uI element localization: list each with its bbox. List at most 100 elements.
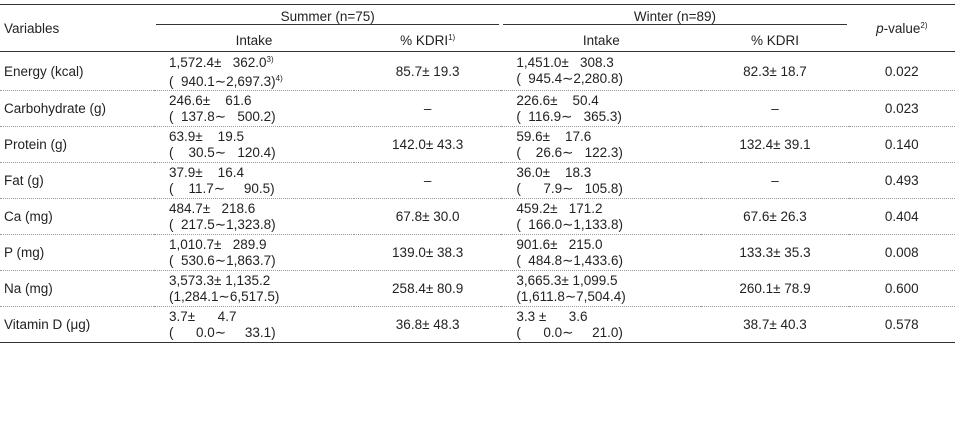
winter-intake-cell: 901.6± 215.0( 484.8∼1,433.6)	[501, 234, 702, 271]
summer-intake-value: 484.7± 218.6	[169, 201, 339, 217]
summer-intake-line: 1,010.7± 289.9	[154, 237, 354, 253]
table-row: Protein (g) 63.9± 19.5( 30.5∼ 120.4) 142.0…	[0, 126, 955, 163]
summer-intake-cell: 3,573.3± 1,135.2 (1,284.1∼6,517.5)	[154, 270, 354, 307]
winter-intake-line: 901.6± 215.0	[501, 237, 701, 253]
winter-intake-cell: 59.6± 17.6( 26.6∼ 122.3)	[501, 126, 702, 163]
winter-kdri-cell: 260.1± 78.9	[701, 270, 849, 307]
summer-intake-value: 3.7± 4.7	[169, 309, 339, 325]
summer-intake-value: ( 0.0∼ 33.1)	[169, 325, 339, 341]
pvalue-cell: 0.600	[848, 270, 955, 307]
summer-kdri-label: % KDRI	[400, 32, 449, 48]
summer-kdri-cell: –	[354, 90, 502, 127]
summer-intake-text: (1,284.1∼6,517.5)	[169, 288, 280, 304]
summer-group-label: Summer (n=75)	[156, 9, 500, 25]
winter-kdri-cell: 38.7± 40.3	[701, 306, 849, 343]
table-row: Ca (mg) 484.7± 218.6( 217.5∼1,323.8) 67.8±…	[0, 198, 955, 235]
pvalue-cell: 0.578	[848, 306, 955, 343]
summer-intake-line: (1,284.1∼6,517.5)	[154, 289, 354, 305]
winter-intake-cell: 3,665.3± 1,099.5 (1,611.8∼7,504.4)	[501, 270, 702, 307]
winter-intake-text: 36.0± 18.3	[516, 164, 592, 180]
summer-intake-line: 63.9± 19.5	[154, 129, 354, 145]
summer-intake-text: 484.7± 218.6	[169, 200, 256, 216]
summer-group-header: Summer (n=75)	[154, 4, 502, 29]
winter-intake-value: 3.3 ± 3.6	[516, 309, 686, 325]
header-row-1: Variables Summer (n=75) Winter (n=89) p-…	[0, 4, 955, 52]
summer-kdri-cell: 142.0± 43.3	[354, 126, 502, 163]
winter-kdri-cell: 132.4± 39.1	[701, 126, 849, 163]
summer-intake-cell: 1,010.7± 289.9( 530.6∼1,863.7)	[154, 234, 354, 271]
winter-intake-line: 1,451.0± 308.3	[501, 55, 701, 71]
summer-intake-line: 1,572.4± 362.03)	[154, 52, 354, 71]
variable-cell: Carbohydrate (g)	[0, 90, 154, 127]
summer-intake-text: 1,572.4± 362.0	[169, 55, 267, 70]
summer-intake-value: 63.9± 19.5	[169, 129, 339, 145]
summer-intake-cell: 1,572.4± 362.03)( 940.1∼2,697.3)4)	[154, 51, 354, 91]
winter-intake-line: ( 945.4∼2,280.8)	[501, 71, 701, 87]
winter-intake-line: 36.0± 18.3	[501, 165, 701, 181]
pvalue-cell: 0.023	[848, 90, 955, 127]
winter-intake-line: ( 7.9∼ 105.8)	[501, 181, 701, 197]
summer-intake-line: ( 940.1∼2,697.3)4)	[154, 71, 354, 90]
summer-intake-text: ( 11.7∼ 90.5)	[169, 180, 275, 196]
table-row: P (mg) 1,010.7± 289.9( 530.6∼1,863.7) 139.…	[0, 234, 955, 271]
summer-intake-text: 246.6± 61.6	[169, 92, 252, 108]
summer-kdri-cell: 67.8± 30.0	[354, 198, 502, 235]
winter-intake-cell: 36.0± 18.3( 7.9∼ 105.8)	[501, 162, 702, 199]
summer-intake-text: ( 530.6∼1,863.7)	[169, 252, 276, 268]
winter-intake-text: ( 945.4∼2,280.8)	[516, 71, 623, 86]
winter-intake-text: (1,611.8∼7,504.4)	[516, 288, 626, 304]
pvalue-cell: 0.008	[848, 234, 955, 271]
variable-cell: Na (mg)	[0, 270, 154, 307]
variable-cell: Protein (g)	[0, 126, 154, 163]
summer-kdri-cell: 139.0± 38.3	[354, 234, 502, 271]
winter-intake-cell: 459.2± 171.2( 166.0∼1,133.8)	[501, 198, 702, 235]
winter-kdri-cell: 67.6± 26.3	[701, 198, 849, 235]
summer-intake-text: ( 940.1∼2,697.3)	[169, 74, 276, 89]
winter-intake-value: ( 26.6∼ 122.3)	[516, 145, 686, 161]
summer-intake-value: 1,572.4± 362.03)	[169, 52, 339, 71]
summer-kdri-cell: –	[354, 162, 502, 199]
winter-intake-text: 901.6± 215.0	[516, 236, 603, 252]
pvalue-header: p-value2)	[848, 4, 955, 52]
footnote-marker: 3)	[266, 55, 274, 64]
summer-intake-text: 63.9± 19.5	[169, 128, 244, 144]
winter-intake-line: 226.6± 50.4	[501, 93, 701, 109]
summer-intake-value: ( 30.5∼ 120.4)	[169, 145, 339, 161]
summer-intake-value: ( 137.8∼ 500.2)	[169, 109, 339, 125]
pvalue-cell: 0.022	[848, 51, 955, 91]
winter-intake-value: 1,451.0± 308.3	[516, 55, 686, 71]
variable-cell: Vitamin D (μg)	[0, 306, 154, 343]
summer-intake-value: ( 530.6∼1,863.7)	[169, 253, 339, 269]
winter-intake-text: 226.6± 50.4	[516, 92, 599, 108]
summer-intake-line: 3.7± 4.7	[154, 309, 354, 325]
winter-intake-line: 59.6± 17.6	[501, 129, 701, 145]
winter-intake-line: ( 484.8∼1,433.6)	[501, 253, 701, 269]
summer-intake-header: Intake	[154, 29, 354, 52]
winter-intake-line: 459.2± 171.2	[501, 201, 701, 217]
pvalue-cell: 0.404	[848, 198, 955, 235]
summer-intake-line: ( 30.5∼ 120.4)	[154, 145, 354, 161]
summer-kdri-header: % KDRI1)	[354, 29, 502, 52]
summer-intake-text: ( 30.5∼ 120.4)	[169, 144, 276, 160]
summer-intake-text: 3,573.3± 1,135.2	[169, 272, 271, 288]
summer-intake-text: ( 137.8∼ 500.2)	[169, 108, 276, 124]
table-row: Vitamin D (μg) 3.7± 4.7( 0.0∼ 33.1) 36.8± …	[0, 306, 955, 343]
winter-intake-cell: 226.6± 50.4( 116.9∼ 365.3)	[501, 90, 702, 127]
summer-kdri-cell: 258.4± 80.9	[354, 270, 502, 307]
table-row: Na (mg) 3,573.3± 1,135.2 (1,284.1∼6,517.5)…	[0, 270, 955, 307]
summer-intake-line: ( 137.8∼ 500.2)	[154, 109, 354, 125]
summer-intake-line: 246.6± 61.6	[154, 93, 354, 109]
winter-intake-header: Intake	[501, 29, 702, 52]
winter-intake-text: 3,665.3± 1,099.5	[516, 272, 618, 288]
winter-kdri-header: % KDRI	[701, 29, 849, 52]
winter-intake-value: ( 484.8∼1,433.6)	[516, 253, 686, 269]
pvalue-cell: 0.493	[848, 162, 955, 199]
winter-kdri-cell: 133.3± 35.3	[701, 234, 849, 271]
winter-intake-value: 36.0± 18.3	[516, 165, 686, 181]
summer-kdri-cell: 36.8± 48.3	[354, 306, 502, 343]
summer-intake-text: ( 217.5∼1,323.8)	[169, 216, 276, 232]
winter-intake-value: ( 0.0∼ 21.0)	[516, 325, 686, 341]
table-row: Fat (g) 37.9± 16.4( 11.7∼ 90.5) –36.0± 18.…	[0, 162, 955, 199]
winter-group-header: Winter (n=89)	[501, 4, 849, 29]
summer-intake-value: 37.9± 16.4	[169, 165, 339, 181]
